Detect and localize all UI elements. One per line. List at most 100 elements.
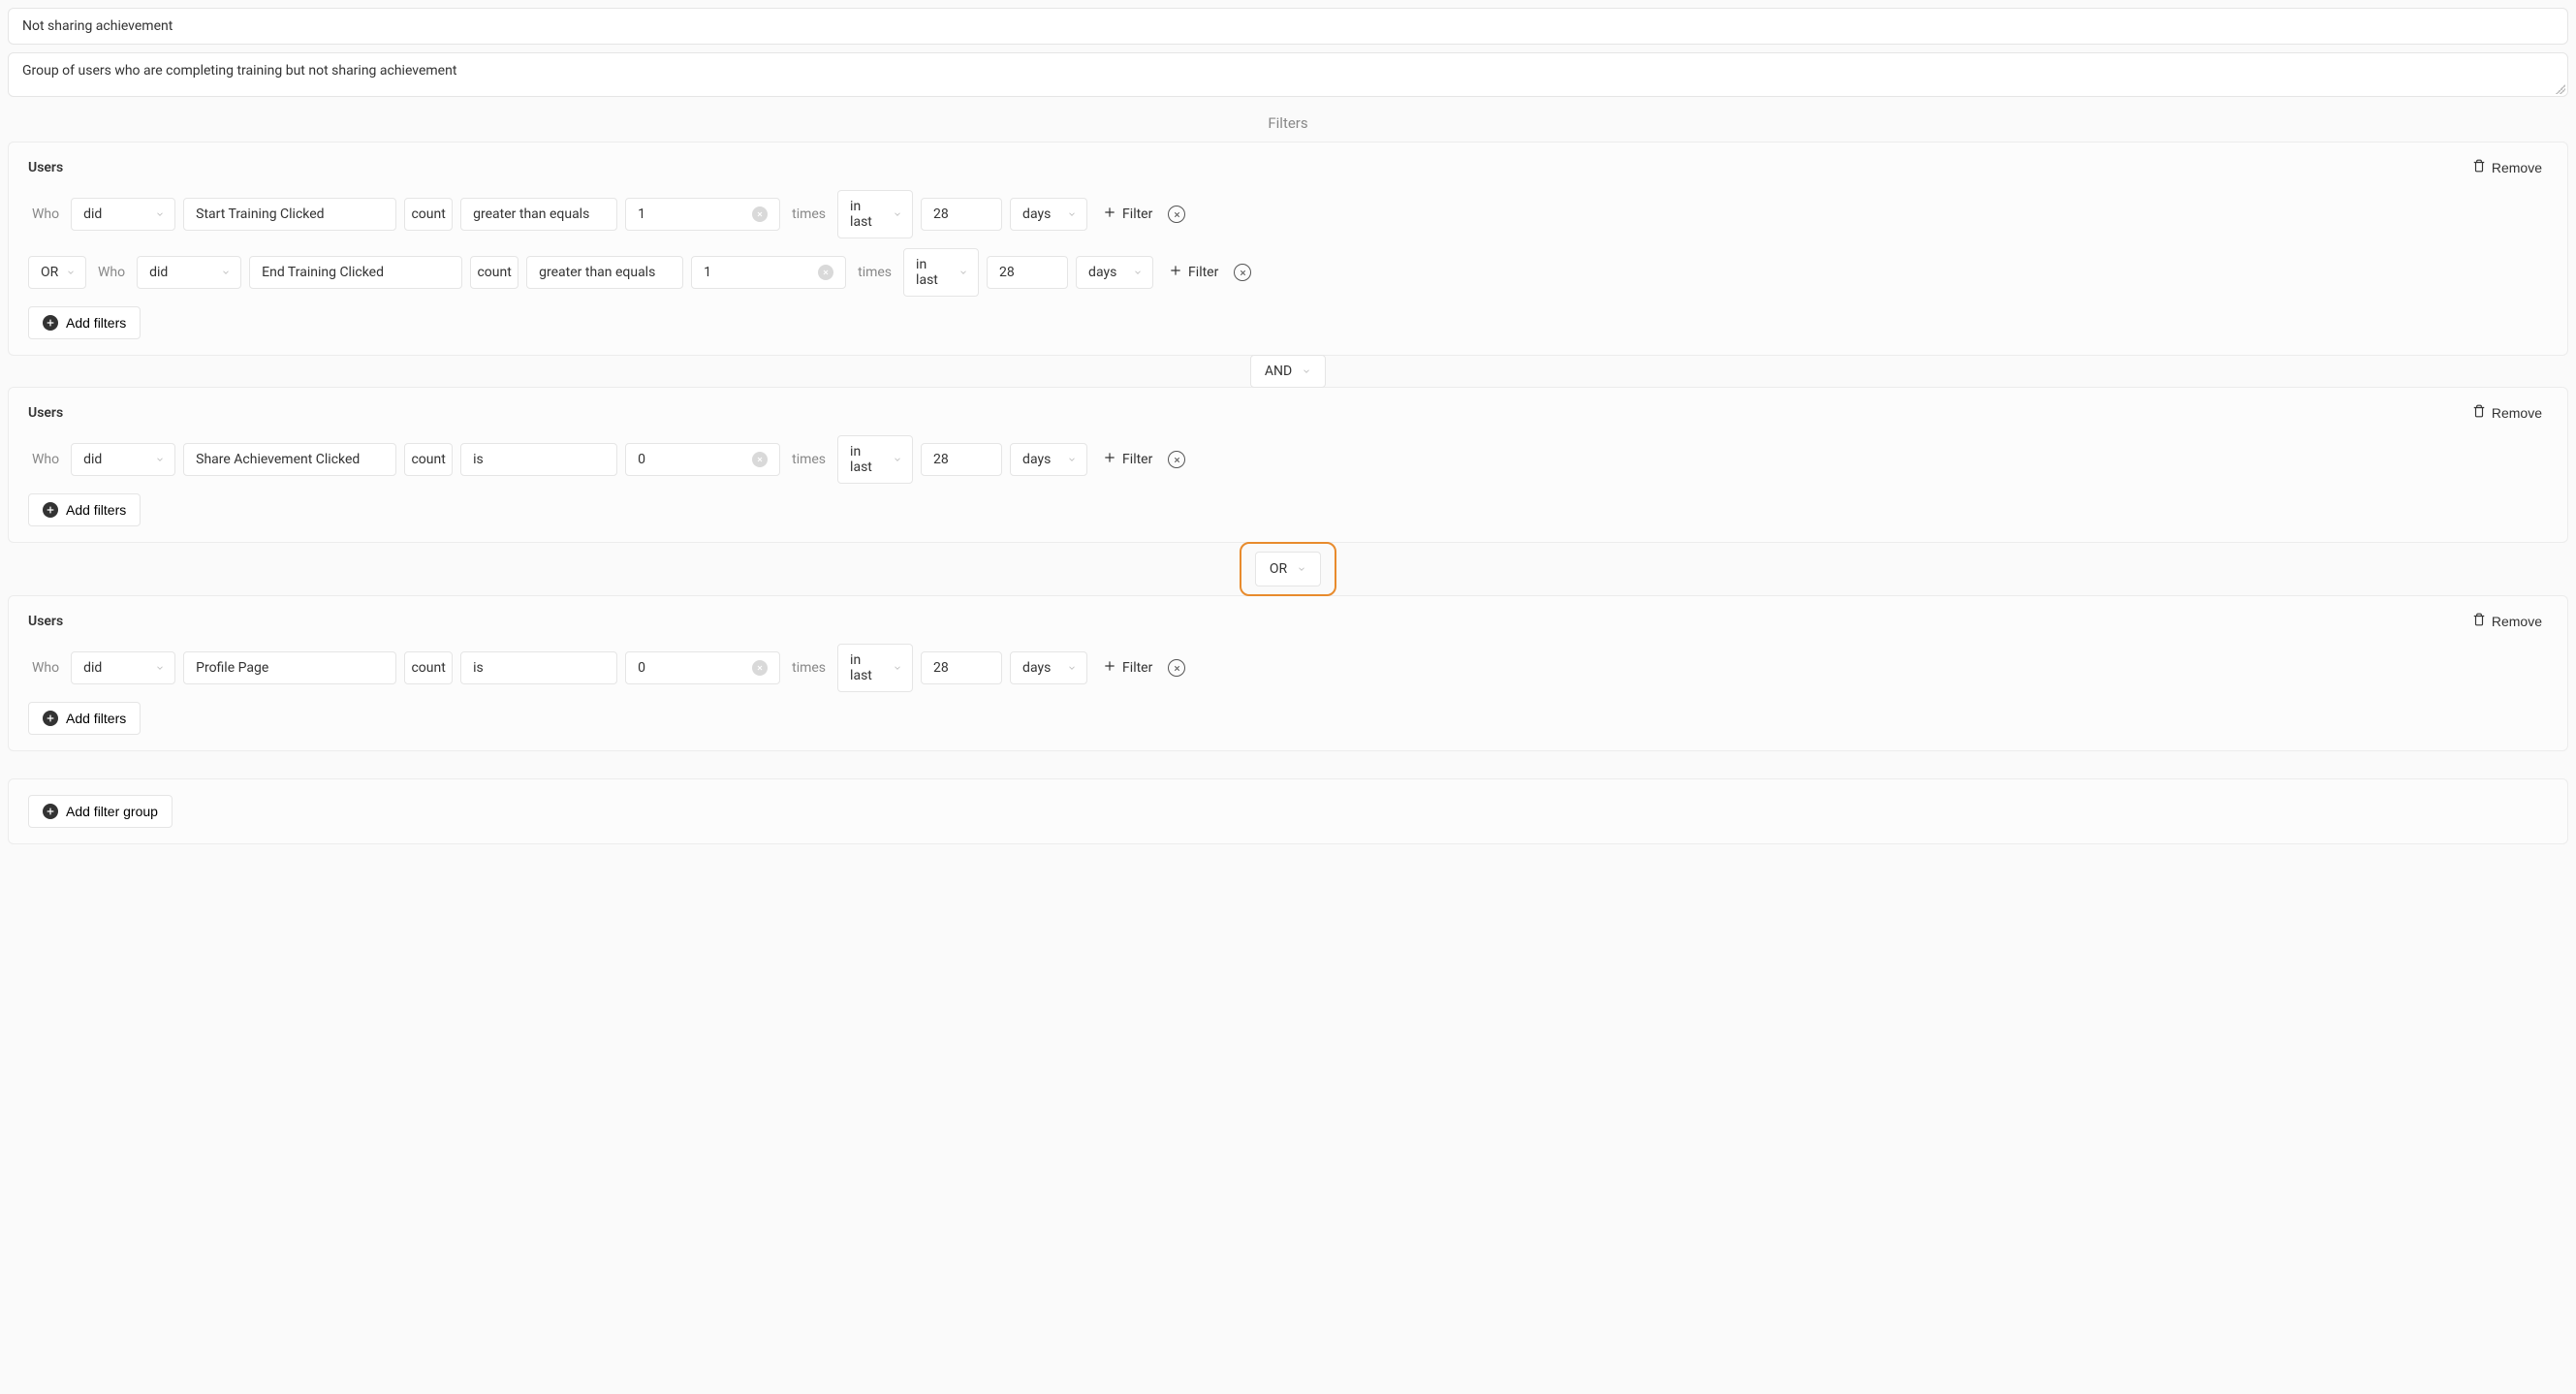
did-select[interactable]: did bbox=[71, 651, 175, 684]
range-unit-select[interactable]: days bbox=[1010, 198, 1087, 231]
did-value: did bbox=[83, 660, 102, 676]
chevron-down-icon bbox=[1067, 209, 1077, 219]
add-filters-button[interactable]: Add filters bbox=[28, 702, 141, 735]
range-select[interactable]: in last bbox=[903, 248, 979, 297]
op-value: is bbox=[473, 452, 484, 467]
event-select[interactable]: End Training Clicked bbox=[249, 256, 462, 289]
remove-label: Remove bbox=[2492, 160, 2542, 175]
add-filters-label: Add filters bbox=[66, 315, 126, 331]
operator-select[interactable]: greater than equals bbox=[460, 198, 617, 231]
remove-row-button[interactable] bbox=[1168, 659, 1185, 677]
chevron-down-icon bbox=[1133, 268, 1143, 277]
value-text: 0 bbox=[638, 452, 645, 467]
chevron-down-icon bbox=[1067, 663, 1077, 673]
event-select[interactable]: Start Training Clicked bbox=[183, 198, 396, 231]
did-value: did bbox=[149, 265, 168, 280]
value-input[interactable]: 0 bbox=[625, 651, 780, 684]
plus-circle-icon bbox=[43, 502, 58, 518]
group-connector-wrap: OR bbox=[8, 542, 2568, 596]
add-filter-button[interactable]: Filter bbox=[1095, 445, 1160, 474]
group-connector-select[interactable]: OR bbox=[1255, 552, 1321, 586]
filter-row: Who did Share Achievement Clicked count … bbox=[28, 435, 2548, 484]
aggregation-select[interactable]: count bbox=[404, 198, 453, 231]
range-select[interactable]: in last bbox=[837, 644, 913, 692]
add-filter-button[interactable]: Filter bbox=[1095, 653, 1160, 682]
event-value: Profile Page bbox=[196, 660, 268, 676]
operator-select[interactable]: is bbox=[460, 651, 617, 684]
range-num-text: 28 bbox=[933, 660, 949, 676]
chevron-down-icon bbox=[893, 209, 902, 219]
range-unit-select[interactable]: days bbox=[1076, 256, 1153, 289]
segment-description-textarea[interactable]: Group of users who are completing traini… bbox=[8, 52, 2568, 97]
group-connector-select[interactable]: AND bbox=[1250, 355, 1326, 388]
times-label: times bbox=[788, 660, 830, 676]
row-logic-select[interactable]: OR bbox=[28, 256, 86, 289]
range-select[interactable]: in last bbox=[837, 435, 913, 484]
agg-value: count bbox=[477, 265, 511, 280]
segment-title-input[interactable]: Not sharing achievement bbox=[8, 8, 2568, 45]
add-filter-group-button[interactable]: Add filter group bbox=[28, 795, 173, 828]
range-number-input[interactable]: 28 bbox=[921, 198, 1002, 231]
segment-description-text: Group of users who are completing traini… bbox=[22, 63, 456, 79]
filter-label: Filter bbox=[1188, 265, 1218, 280]
chevron-down-icon bbox=[66, 268, 76, 277]
value-text: 1 bbox=[638, 206, 645, 222]
connector-value: AND bbox=[1265, 364, 1292, 379]
remove-row-button[interactable] bbox=[1168, 451, 1185, 468]
range-select[interactable]: in last bbox=[837, 190, 913, 238]
range-value: in last bbox=[916, 257, 951, 288]
operator-select[interactable]: is bbox=[460, 443, 617, 476]
aggregation-select[interactable]: count bbox=[404, 443, 453, 476]
clear-icon[interactable] bbox=[752, 206, 768, 222]
filter-row: Who did Start Training Clicked count gre… bbox=[28, 190, 2548, 238]
plus-icon bbox=[1169, 264, 1182, 281]
add-filter-button[interactable]: Filter bbox=[1161, 258, 1226, 287]
did-select[interactable]: did bbox=[71, 198, 175, 231]
connector-value: OR bbox=[1270, 561, 1287, 577]
who-label: Who bbox=[28, 452, 63, 467]
value-input[interactable]: 0 bbox=[625, 443, 780, 476]
filter-group: Users Remove Who did Share Achievement C… bbox=[8, 387, 2568, 543]
aggregation-select[interactable]: count bbox=[404, 651, 453, 684]
operator-select[interactable]: greater than equals bbox=[526, 256, 683, 289]
add-filter-button[interactable]: Filter bbox=[1095, 200, 1160, 229]
range-num-text: 28 bbox=[933, 452, 949, 467]
add-filters-button[interactable]: Add filters bbox=[28, 493, 141, 526]
event-value: Start Training Clicked bbox=[196, 206, 324, 222]
clear-icon[interactable] bbox=[752, 660, 768, 676]
event-select[interactable]: Profile Page bbox=[183, 651, 396, 684]
range-number-input[interactable]: 28 bbox=[921, 651, 1002, 684]
range-number-input[interactable]: 28 bbox=[921, 443, 1002, 476]
value-text: 0 bbox=[638, 660, 645, 676]
trash-icon bbox=[2472, 613, 2486, 629]
who-label: Who bbox=[28, 660, 63, 676]
value-input[interactable]: 1 bbox=[625, 198, 780, 231]
filter-group-header: Users Remove bbox=[28, 612, 2548, 630]
filters-section-label: Filters bbox=[8, 114, 2568, 132]
range-unit-select[interactable]: days bbox=[1010, 651, 1087, 684]
plus-icon bbox=[1103, 451, 1116, 468]
plus-circle-icon bbox=[43, 711, 58, 726]
did-value: did bbox=[83, 206, 102, 222]
aggregation-select[interactable]: count bbox=[470, 256, 518, 289]
clear-icon[interactable] bbox=[752, 452, 768, 467]
op-value: greater than equals bbox=[539, 265, 655, 280]
times-label: times bbox=[788, 206, 830, 222]
chevron-down-icon bbox=[958, 268, 968, 277]
did-select[interactable]: did bbox=[71, 443, 175, 476]
range-unit-select[interactable]: days bbox=[1010, 443, 1087, 476]
segment-title-text: Not sharing achievement bbox=[22, 18, 173, 34]
did-select[interactable]: did bbox=[137, 256, 241, 289]
clear-icon[interactable] bbox=[818, 265, 833, 280]
remove-row-button[interactable] bbox=[1234, 264, 1251, 281]
plus-icon bbox=[1103, 659, 1116, 677]
remove-group-button[interactable]: Remove bbox=[2466, 612, 2548, 630]
event-select[interactable]: Share Achievement Clicked bbox=[183, 443, 396, 476]
value-input[interactable]: 1 bbox=[691, 256, 846, 289]
times-label: times bbox=[854, 265, 895, 280]
remove-group-button[interactable]: Remove bbox=[2466, 403, 2548, 422]
add-filters-button[interactable]: Add filters bbox=[28, 306, 141, 339]
remove-group-button[interactable]: Remove bbox=[2466, 158, 2548, 176]
remove-row-button[interactable] bbox=[1168, 206, 1185, 223]
range-number-input[interactable]: 28 bbox=[987, 256, 1068, 289]
